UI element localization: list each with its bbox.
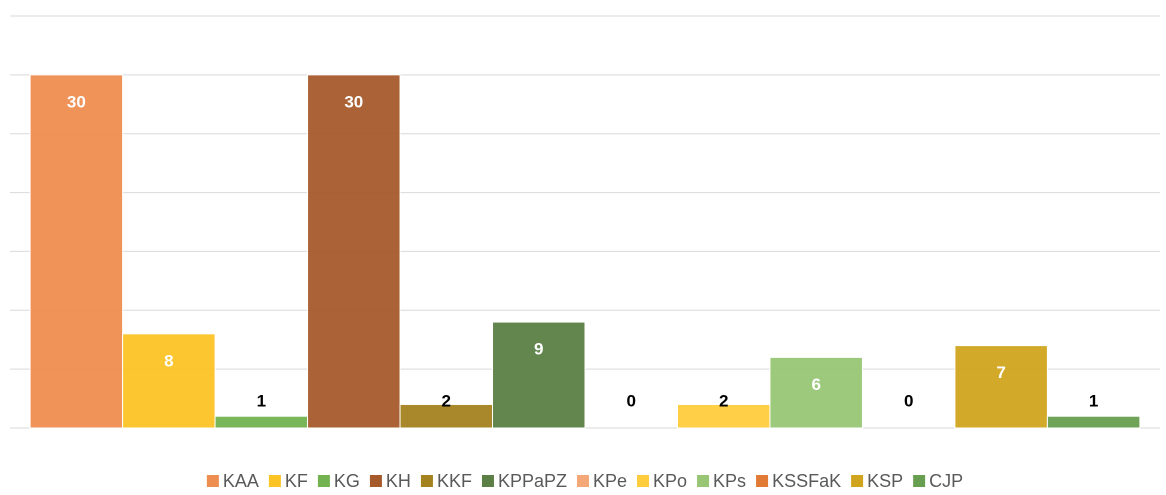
legend-label: KSSFaK <box>772 471 841 491</box>
data-label: 0 <box>627 391 636 410</box>
bar <box>954 345 1048 429</box>
data-label: 8 <box>164 351 173 370</box>
data-label: 7 <box>996 363 1005 382</box>
legend-swatch <box>756 475 769 487</box>
data-label: 9 <box>534 340 543 359</box>
data-label: 1 <box>1089 391 1098 410</box>
legend-label: KPe <box>593 471 627 491</box>
data-label: 6 <box>811 375 820 394</box>
legend-swatch <box>481 475 494 487</box>
bar <box>769 356 863 429</box>
data-label: 30 <box>344 92 363 111</box>
legend-swatch <box>206 475 219 487</box>
data-label: 2 <box>719 391 728 410</box>
legend-label: CJP <box>929 471 963 491</box>
legend-label: KPo <box>653 471 687 491</box>
legend-swatch <box>637 475 650 487</box>
legend-swatch <box>268 475 281 487</box>
legend-swatch <box>913 475 926 487</box>
bar <box>1046 415 1141 429</box>
legend-label: KKF <box>437 471 472 491</box>
data-label: 1 <box>257 391 266 410</box>
legend-label: KSP <box>867 471 903 491</box>
data-label: 30 <box>67 92 86 111</box>
legend-swatch <box>576 475 589 487</box>
legend-swatch <box>420 475 433 487</box>
data-label: 0 <box>904 391 913 410</box>
legend-swatch <box>317 475 330 487</box>
bar <box>214 415 309 429</box>
legend-swatch <box>697 475 710 487</box>
bar <box>307 74 401 429</box>
legend-label: KPs <box>713 471 746 491</box>
legend-swatch <box>851 475 864 487</box>
legend-label: KPPaPZ <box>498 471 567 491</box>
bar <box>122 333 216 429</box>
data-label: 2 <box>442 391 451 410</box>
bar <box>492 321 586 429</box>
legend-label: KF <box>285 471 308 491</box>
legend-swatch <box>369 475 382 487</box>
legend-label: KH <box>386 471 411 491</box>
legend-label: KAA <box>223 471 259 491</box>
bar <box>29 74 124 429</box>
legend-label: KG <box>334 471 360 491</box>
